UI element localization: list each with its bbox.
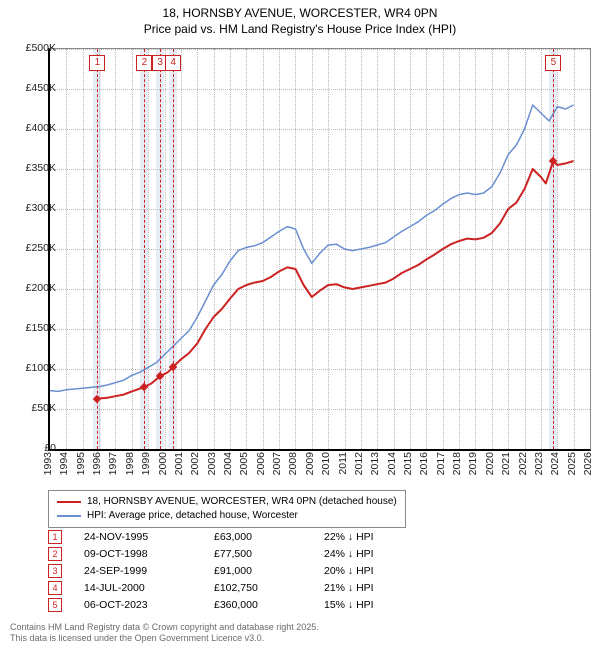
series-price_paid [98,161,574,399]
transaction-price: £91,000 [214,565,324,577]
transaction-row: 5 06-OCT-2023£360,00015% ↓ HPI [48,596,424,613]
x-axis-label: 2005 [238,452,250,475]
x-axis-label: 1995 [75,452,87,475]
x-axis-label: 2023 [533,452,545,475]
y-axis-label: £250K [8,242,56,254]
y-axis-label: £400K [8,122,56,134]
transaction-price: £360,000 [214,599,324,611]
transaction-price: £77,500 [214,548,324,560]
transaction-date: 24-NOV-1995 [84,531,214,543]
x-axis-label: 1998 [124,452,136,475]
x-axis-label: 2019 [467,452,479,475]
legend-label-series1: 18, HORNSBY AVENUE, WORCESTER, WR4 0PN (… [87,495,397,509]
transaction-row: 4 14-JUL-2000£102,75021% ↓ HPI [48,579,424,596]
x-axis-label: 2014 [386,452,398,475]
y-axis-label: £100K [8,362,56,374]
transaction-date: 06-OCT-2023 [84,599,214,611]
y-axis-label: £200K [8,282,56,294]
transactions-table: 1 24-NOV-1995£63,00022% ↓ HPI 2 09-OCT-1998… [48,528,424,613]
x-axis-label: 2018 [451,452,463,475]
x-axis-label: 2017 [435,452,447,475]
legend-swatch-series1 [57,501,81,503]
transaction-date: 14-JUL-2000 [84,582,214,594]
sale-marker-number: 4 [165,55,181,71]
x-axis-label: 2015 [402,452,414,475]
legend-label-series2: HPI: Average price, detached house, Worc… [87,509,298,523]
x-axis-label: 2016 [418,452,430,475]
x-axis-label: 2013 [369,452,381,475]
sale-marker-number: 1 [89,55,105,71]
transaction-row: 3 24-SEP-1999£91,00020% ↓ HPI [48,562,424,579]
x-axis-label: 2004 [222,452,234,475]
transaction-number: 2 [48,547,62,561]
x-axis-label: 2001 [173,452,185,475]
x-axis-label: 2009 [304,452,316,475]
x-axis-label: 2006 [255,452,267,475]
legend-row: 18, HORNSBY AVENUE, WORCESTER, WR4 0PN (… [57,495,397,509]
footer-line2: This data is licensed under the Open Gov… [10,633,319,644]
x-axis-label: 2010 [320,452,332,475]
x-axis-label: 2008 [287,452,299,475]
transaction-number: 3 [48,564,62,578]
transaction-diff: 22% ↓ HPI [324,531,424,543]
transaction-number: 4 [48,581,62,595]
y-axis-label: £450K [8,82,56,94]
x-axis-label: 2021 [500,452,512,475]
x-axis-label: 2002 [189,452,201,475]
transaction-diff: 24% ↓ HPI [324,548,424,560]
x-axis-label: 2026 [582,452,594,475]
sale-marker-line [173,49,174,449]
y-axis-label: £300K [8,202,56,214]
x-axis-label: 2000 [157,452,169,475]
x-axis-label: 1999 [140,452,152,475]
transaction-diff: 20% ↓ HPI [324,565,424,577]
sale-marker-line [553,49,554,449]
transaction-diff: 21% ↓ HPI [324,582,424,594]
transaction-diff: 15% ↓ HPI [324,599,424,611]
sale-marker-number: 2 [136,55,152,71]
y-axis-label: £350K [8,162,56,174]
footer-line1: Contains HM Land Registry data © Crown c… [10,622,319,633]
transaction-price: £102,750 [214,582,324,594]
legend-box: 18, HORNSBY AVENUE, WORCESTER, WR4 0PN (… [48,490,406,528]
footer-attribution: Contains HM Land Registry data © Crown c… [10,622,319,645]
sale-marker-line [97,49,98,449]
sale-marker-line [160,49,161,449]
chart-svg [50,49,590,449]
x-axis-label: 2012 [353,452,365,475]
transaction-number: 5 [48,598,62,612]
title-block: 18, HORNSBY AVENUE, WORCESTER, WR4 0PN P… [0,0,600,37]
x-axis-label: 2007 [271,452,283,475]
x-axis-label: 2003 [206,452,218,475]
series-hpi [50,105,574,391]
x-axis-label: 2022 [517,452,529,475]
title-subtitle: Price paid vs. HM Land Registry's House … [0,22,600,38]
x-axis-label: 1996 [91,452,103,475]
x-axis-label: 2024 [549,452,561,475]
legend-swatch-series2 [57,515,81,517]
transaction-row: 1 24-NOV-1995£63,00022% ↓ HPI [48,528,424,545]
chart-container: 18, HORNSBY AVENUE, WORCESTER, WR4 0PN P… [0,0,600,650]
transaction-price: £63,000 [214,531,324,543]
x-axis-label: 2011 [337,452,349,475]
transaction-date: 24-SEP-1999 [84,565,214,577]
x-axis-label: 2020 [484,452,496,475]
transaction-date: 09-OCT-1998 [84,548,214,560]
x-axis-label: 1994 [58,452,70,475]
x-axis-label: 2025 [566,452,578,475]
transaction-number: 1 [48,530,62,544]
sale-marker-number: 5 [545,55,561,71]
x-axis-label: 1993 [42,452,54,475]
y-axis-label: £500K [8,42,56,54]
chart-plot-area: 12345 [48,48,591,451]
y-axis-label: £50K [8,402,56,414]
legend-row: HPI: Average price, detached house, Worc… [57,509,397,523]
title-address: 18, HORNSBY AVENUE, WORCESTER, WR4 0PN [0,6,600,22]
transaction-row: 2 09-OCT-1998£77,50024% ↓ HPI [48,545,424,562]
y-axis-label: £150K [8,322,56,334]
x-axis-label: 1997 [107,452,119,475]
